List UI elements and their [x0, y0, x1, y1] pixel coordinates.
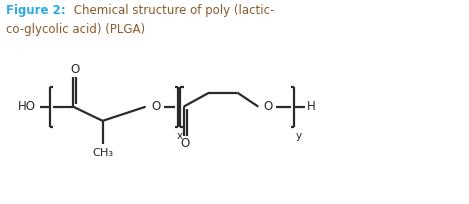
Text: x: x	[177, 131, 183, 141]
Text: HO: HO	[17, 100, 36, 113]
Text: Figure 2:: Figure 2:	[6, 4, 66, 18]
Text: Chemical structure of poly (lactic-: Chemical structure of poly (lactic-	[70, 4, 274, 18]
Text: O: O	[70, 63, 79, 76]
Text: CH₃: CH₃	[92, 148, 113, 158]
Text: O: O	[151, 100, 160, 113]
Text: H: H	[307, 100, 316, 113]
Text: y: y	[296, 131, 302, 141]
Text: O: O	[263, 100, 272, 113]
Text: co-glycolic acid) (PLGA): co-glycolic acid) (PLGA)	[6, 23, 145, 36]
Text: O: O	[181, 137, 190, 150]
